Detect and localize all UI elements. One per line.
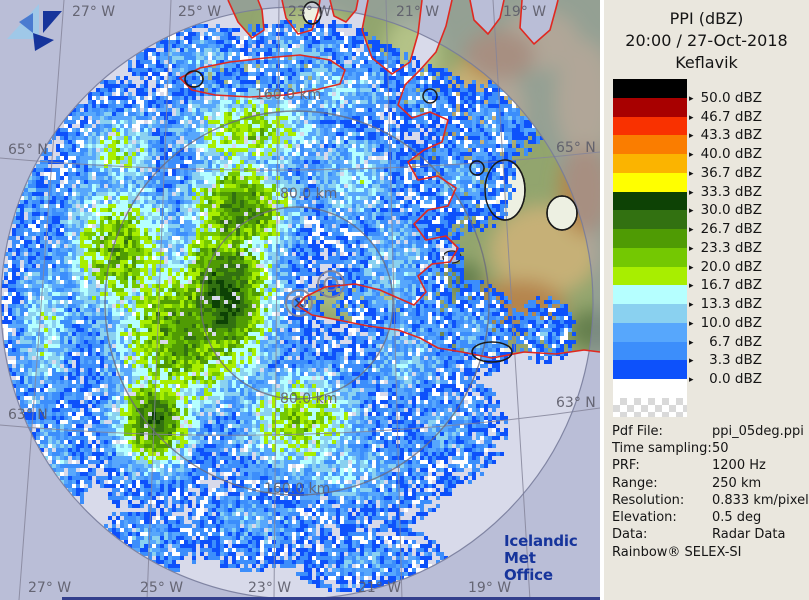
parameter-row: Range: 250 km <box>612 475 805 492</box>
parameter-row: Data: Radar Data <box>612 526 805 543</box>
legend-color-cell <box>613 210 687 229</box>
parameter-label: Elevation: <box>612 510 677 526</box>
legend-color-cell <box>613 266 687 286</box>
glacier-outlines <box>184 1 578 363</box>
legend-value-label: ▸ 16.7 dBZ <box>689 277 762 294</box>
parameter-row: Elevation: 0.5 deg <box>612 509 805 526</box>
legend-value-label: ▸ 30.0 dBZ <box>689 202 762 219</box>
met-office-logo-line2: Office <box>504 566 553 584</box>
product-title: PPI (dBZ) 20:00 / 27-Oct-2018 Keflavik <box>604 8 809 74</box>
legend-value-label: ▸ 50.0 dBZ <box>689 89 762 106</box>
parameter-value: 1200 Hz <box>712 458 766 474</box>
legend-tick-icon: ▸ <box>689 262 694 273</box>
product-type: PPI (dBZ) <box>669 9 744 28</box>
legend-value-label: ▸ 20.0 dBZ <box>689 258 762 275</box>
legend-value-label: ▸ 6.7 dBZ <box>689 333 762 350</box>
legend-tick-icon: ▸ <box>689 150 694 160</box>
legend-color-cell <box>613 135 687 154</box>
scan-parameters: Pdf File: ppi_05deg.ppi Time sampling: 50 PR… <box>612 423 809 543</box>
legend-color-cell <box>613 191 687 211</box>
legend-transparent-cell <box>613 398 687 417</box>
parameter-label: Resolution: <box>612 492 685 508</box>
legend-color-cell <box>613 79 687 98</box>
legend-tick-icon: ▸ <box>689 356 694 367</box>
graticule <box>0 0 600 600</box>
parameter-row: Pdf File: ppi_05deg.ppi <box>612 423 805 440</box>
legend-value-label: ▸ 3.3 dBZ <box>689 352 762 369</box>
legend-tick-icon: ▸ <box>689 300 694 310</box>
radar-echo-canvas <box>0 0 600 600</box>
legend-tick-icon: ▸ <box>689 243 694 254</box>
radar-map-viewport: 27° W 25° W 23° W 21° W 19° W 27° W 25° W 23° W… <box>0 0 600 600</box>
map-overlay <box>0 0 600 600</box>
legend-tick-icon: ▸ <box>689 225 694 235</box>
legend-value-label: ▸ 23.3 dBZ <box>689 239 762 256</box>
legend-value-label: ▸ 26.7 dBZ <box>689 221 762 237</box>
legend-value-label: ▸ 36.7 dBZ <box>689 164 762 181</box>
legend-value-label: ▸ 40.0 dBZ <box>689 146 762 162</box>
parameter-value: 250 km <box>712 475 762 491</box>
legend-color-cell <box>613 172 687 192</box>
legend-color-cell <box>613 341 687 361</box>
legend-tick-icon: ▸ <box>689 131 694 142</box>
legend-tick-icon: ▸ <box>689 337 694 348</box>
legend-color-cell <box>613 322 687 342</box>
met-office-logo-mark <box>7 4 62 51</box>
legend-color-cell <box>613 360 687 379</box>
legend-tick-icon: ▸ <box>689 318 694 329</box>
met-office-logo: Icelandic Met Office <box>504 533 600 584</box>
parameter-label: Data: <box>612 527 648 543</box>
legend-tick-icon: ▸ <box>689 168 694 179</box>
legend-tick-icon: ▸ <box>689 112 694 123</box>
parameter-value: Radar Data <box>712 527 786 543</box>
met-office-logo-line1: Icelandic Met <box>504 532 578 567</box>
radar-info-panel: PPI (dBZ) 20:00 / 27-Oct-2018 Keflavik ▸… <box>600 0 809 600</box>
coastline <box>179 0 600 359</box>
legend-value-label: ▸ 13.3 dBZ <box>689 296 762 312</box>
radar-site-name: Keflavik <box>675 53 738 72</box>
legend-tick-icon: ▸ <box>689 93 694 104</box>
parameter-value: 50 <box>712 441 729 457</box>
parameter-value: ppi_05deg.ppi <box>712 424 804 439</box>
product-timestamp: 20:00 / 27-Oct-2018 <box>625 31 788 50</box>
legend-value-label: ▸ 0.0 dBZ <box>689 371 762 387</box>
legend-value-label: ▸ 33.3 dBZ <box>689 183 762 200</box>
software-brand: Rainbow® SELEX-SI <box>612 545 742 560</box>
legend-color-cell <box>613 229 687 248</box>
parameter-row: Time sampling: 50 <box>612 440 805 457</box>
legend-tick-icon: ▸ <box>689 375 694 385</box>
legend-color-cell <box>613 247 687 267</box>
window-bottom-edge <box>62 597 600 600</box>
legend-color-cell <box>613 97 687 117</box>
parameter-label: PRF: <box>612 458 640 474</box>
legend-color-cell <box>613 154 687 173</box>
site-markers <box>285 270 345 317</box>
range-rings <box>0 6 594 600</box>
dbz-color-scale <box>613 79 687 417</box>
parameter-value: 0.833 km/pixel <box>712 492 809 508</box>
legend-value-label: ▸ 46.7 dBZ <box>689 108 762 125</box>
legend-tick-icon: ▸ <box>689 206 694 217</box>
parameter-row: PRF: 1200 Hz <box>612 457 805 474</box>
parameter-label: Pdf File: <box>612 424 663 439</box>
legend-tick-icon: ▸ <box>689 281 694 292</box>
parameter-label: Range: <box>612 475 658 491</box>
legend-color-cell <box>613 285 687 304</box>
dbz-scale-labels: ▸ 50.0 dBZ ▸ 46.7 dBZ ▸ 43.3 dBZ ▸ 40.0 dBZ ▸ 36.… <box>604 0 809 420</box>
legend-value-label: ▸ 43.3 dBZ <box>689 127 762 144</box>
legend-value-label: ▸ 10.0 dBZ <box>689 314 762 331</box>
parameter-value: 0.5 deg <box>712 510 762 526</box>
legend-tick-icon: ▸ <box>689 187 694 198</box>
parameter-row: Resolution: 0.833 km/pixel <box>612 492 809 509</box>
legend-no-echo-cell <box>613 379 687 398</box>
legend-color-cell <box>613 116 687 136</box>
parameter-label: Time sampling: <box>612 441 712 457</box>
legend-color-cell <box>613 304 687 323</box>
